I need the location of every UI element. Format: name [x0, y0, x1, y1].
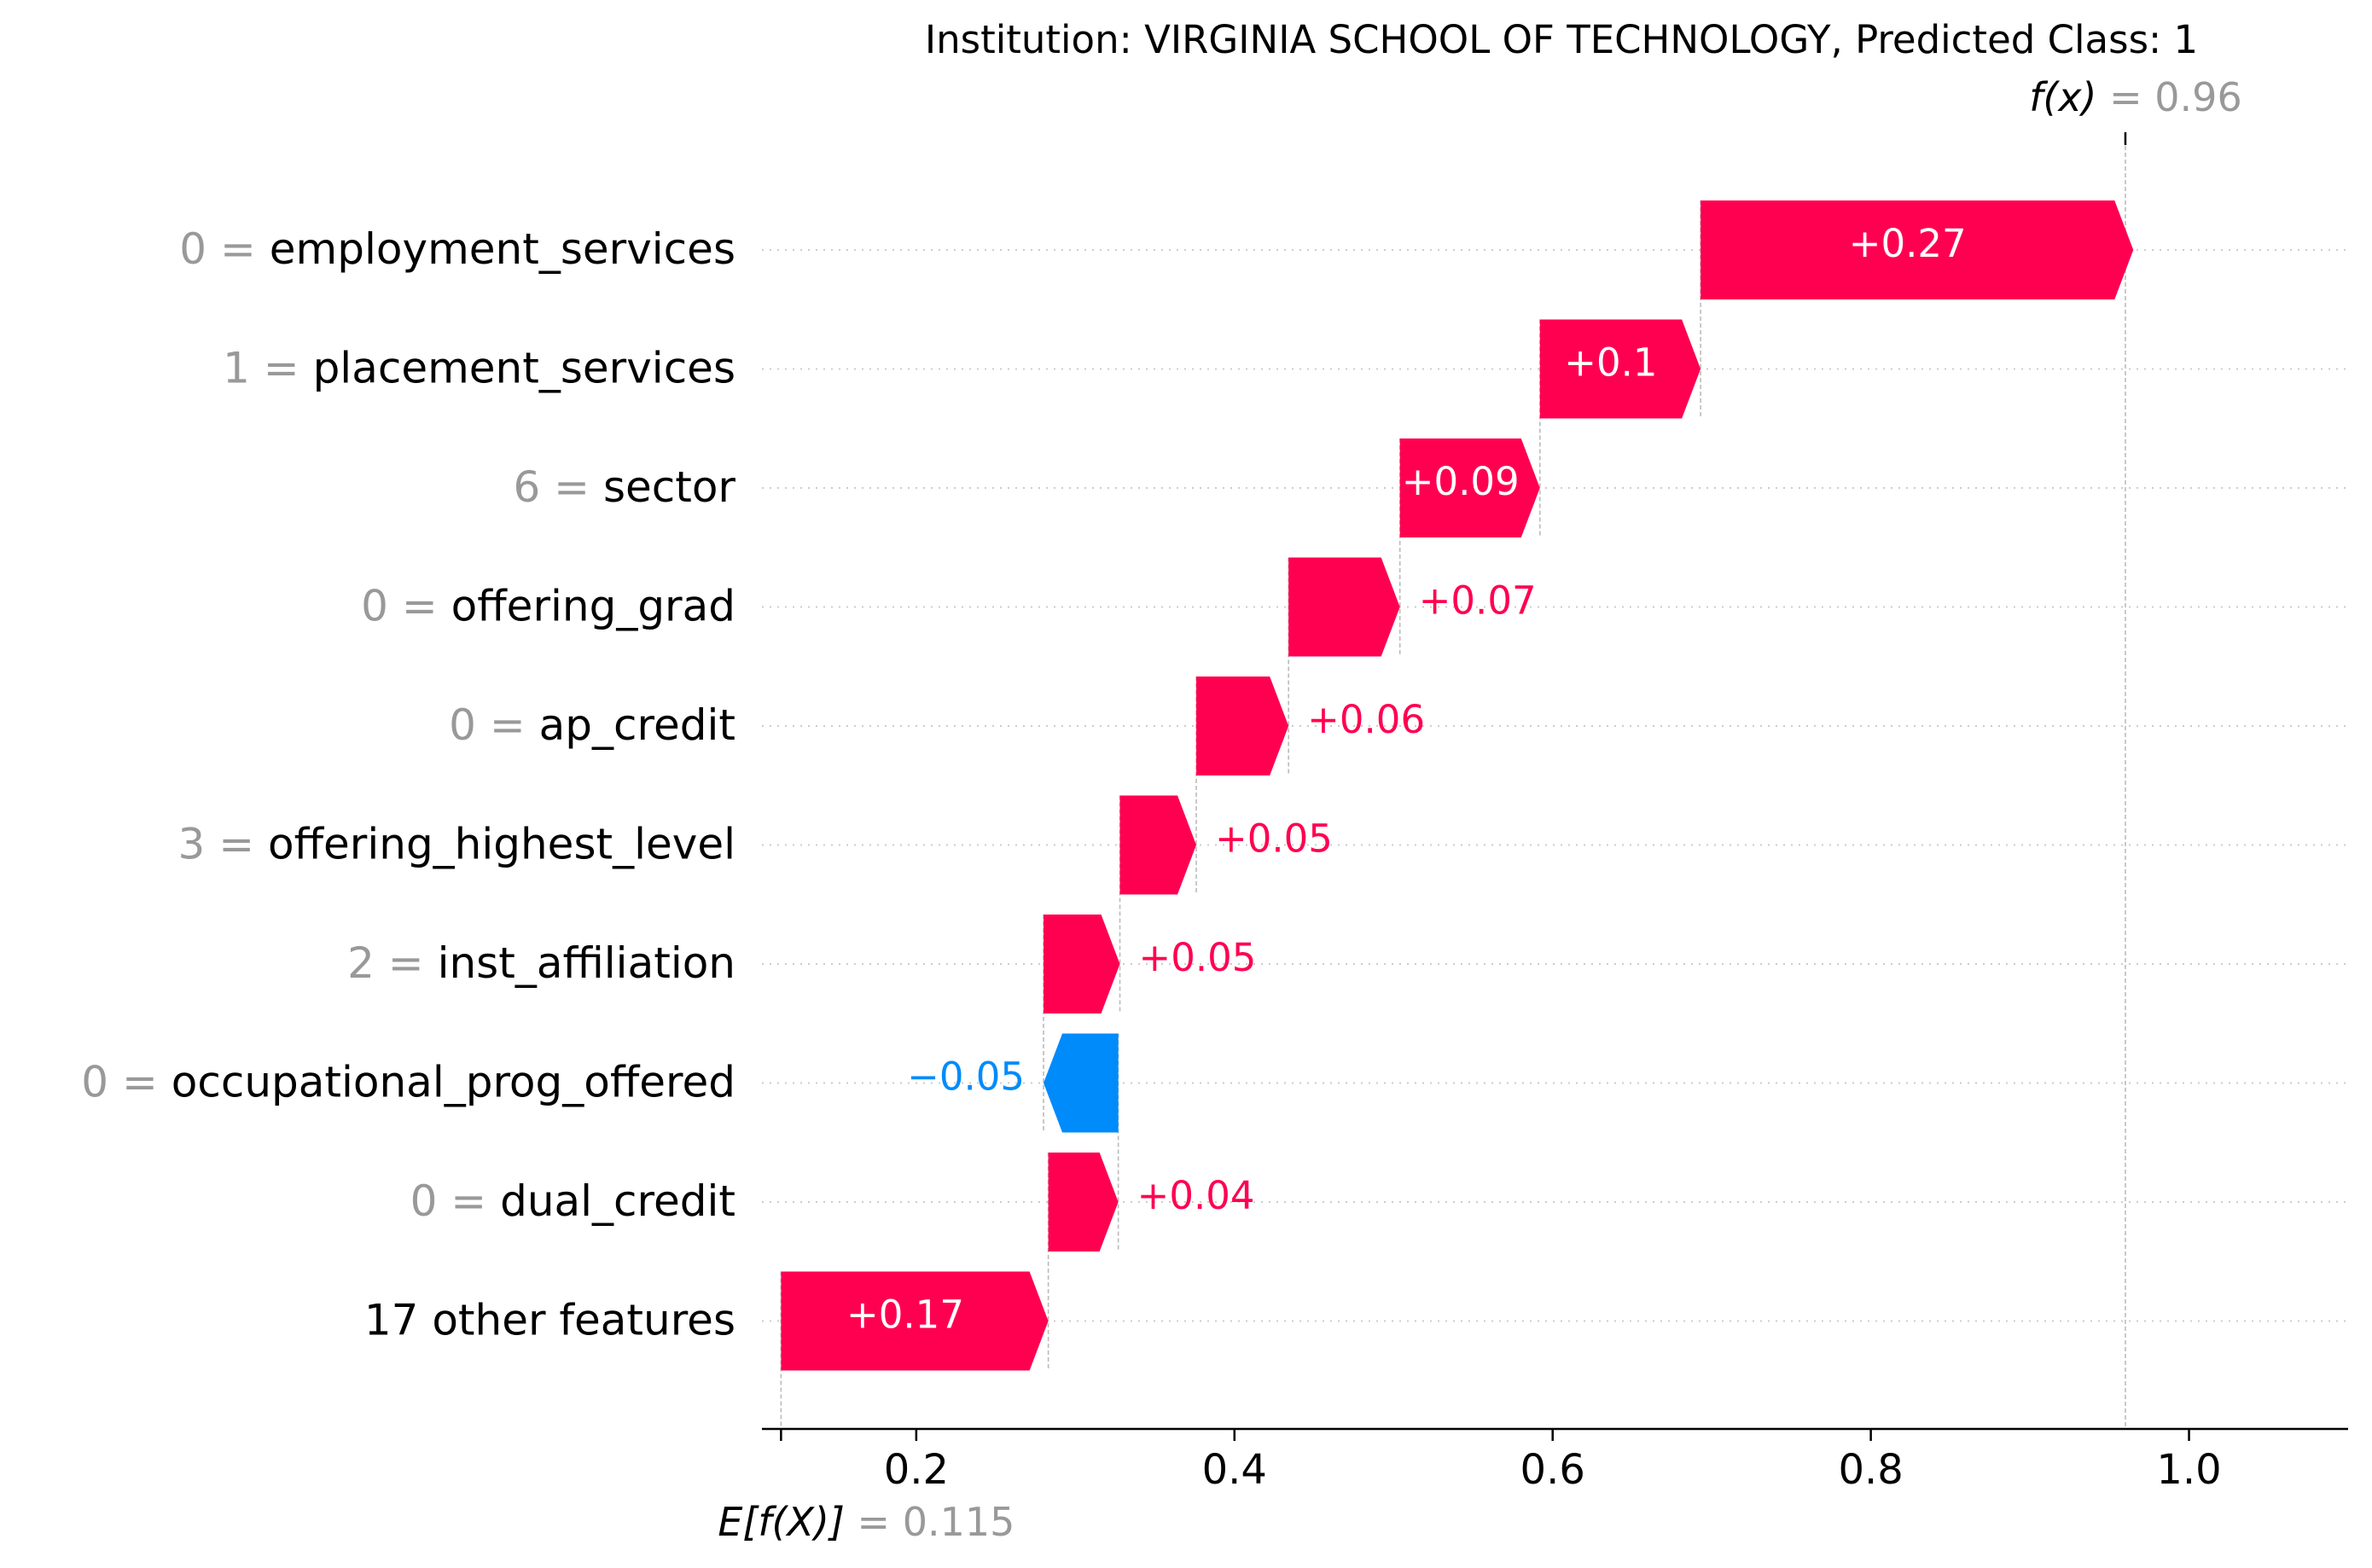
bar-value-label: +0.09	[1402, 459, 1520, 504]
bar-value-label: −0.05	[907, 1054, 1025, 1100]
x-axis-tick-label: 0.8	[1838, 1446, 1903, 1494]
waterfall-bar	[1196, 677, 1289, 775]
waterfall-bar	[1539, 319, 1701, 419]
bar-value-label: +0.07	[1419, 578, 1537, 624]
waterfall-bar	[1044, 915, 1120, 1013]
x-axis-tick-label: 0.6	[1520, 1446, 1585, 1494]
waterfall-bar	[1119, 795, 1197, 895]
feature-labels: 0 = employment_services 1 = placement_ser…	[81, 224, 735, 1345]
bar-value-label: +0.05	[1139, 935, 1257, 980]
feature-label: 17 other features	[364, 1296, 735, 1345]
feature-label: 0 = employment_services	[179, 224, 735, 274]
x-axis-tick-label: 1.0	[2156, 1446, 2221, 1494]
x-axis: 0.2 0.4 0.6 0.8 1.0	[762, 1427, 2348, 1494]
expected-value-label: E[f(X)] = 0.115	[718, 1499, 1014, 1545]
bar-value-label: +0.1	[1564, 340, 1657, 386]
waterfall-bar	[1288, 557, 1400, 657]
x-axis-tick-label: 0.2	[884, 1446, 949, 1494]
x-axis-tick-label: 0.4	[1202, 1446, 1267, 1494]
waterfall-bar	[1044, 1033, 1119, 1133]
connector-lines	[780, 132, 2126, 1429]
bar-value-label: +0.04	[1137, 1173, 1255, 1218]
feature-label: 0 = ap_credit	[449, 700, 735, 750]
waterfall-bar	[1399, 438, 1540, 537]
fx-label: f(x) = 0.96	[2029, 74, 2242, 120]
bar-value-label: +0.27	[1849, 221, 1967, 266]
feature-label: 1 = placement_services	[223, 344, 735, 393]
feature-label: 0 = dual_credit	[410, 1176, 735, 1226]
fx-annotation: f(x) = 0.96	[2029, 74, 2242, 145]
bar-value-label: +0.06	[1307, 697, 1425, 742]
expected-value-annotation: E[f(X)] = 0.115	[718, 1499, 1014, 1545]
feature-label: 6 = sector	[513, 462, 735, 512]
feature-label: 3 = offering_highest_level	[178, 820, 736, 869]
bar-value-labels: +0.27 +0.1 +0.09 +0.07 +0.06 +0.05 +0.05 −0.05 +…	[846, 221, 1967, 1338]
chart-title: Institution: VIRGINIA SCHOOL OF TECHNOLO…	[925, 17, 2198, 62]
feature-label: 2 = inst_affiliation	[347, 938, 735, 988]
bar-value-label: +0.17	[846, 1292, 964, 1338]
waterfall-bar	[1048, 1153, 1119, 1251]
feature-bars	[781, 200, 2134, 1371]
waterfall-bar	[1701, 200, 2134, 299]
feature-label: 0 = occupational_prog_offered	[81, 1058, 735, 1107]
bar-value-label: +0.05	[1215, 816, 1333, 862]
feature-label: 0 = offering_grad	[361, 582, 735, 631]
waterfall-bar	[781, 1271, 1049, 1371]
